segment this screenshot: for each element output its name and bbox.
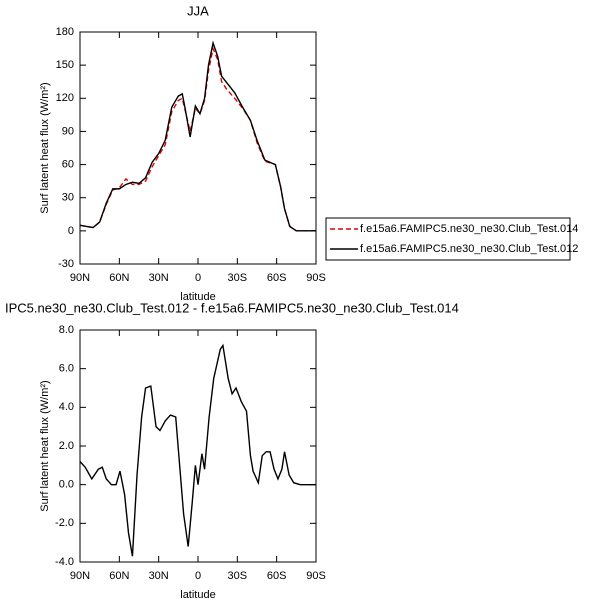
y-tick-label: -30 xyxy=(58,258,74,270)
y-tick-label: 8.0 xyxy=(59,324,74,336)
y-tick-label: -2.0 xyxy=(55,517,74,529)
plot-frame xyxy=(79,329,317,563)
y-tick-label: 60 xyxy=(62,158,74,170)
chart-title: IPC5.ne30_ne30.Club_Test.012 - f.e15a6.F… xyxy=(5,300,459,315)
x-tick-label: 60N xyxy=(109,272,129,284)
y-tick-label: 2.0 xyxy=(59,440,74,452)
y-tick-label: 0.0 xyxy=(59,479,74,491)
legend-label: f.e15a6.FAMIPC5.ne30_ne30.Club_Test.012 xyxy=(360,243,578,255)
x-tick-label: 90N xyxy=(70,272,90,284)
y-tick-label: 150 xyxy=(56,59,74,71)
series-line xyxy=(79,46,316,232)
legend-label: f.e15a6.FAMIPC5.ne30_ne30.Club_Test.014 xyxy=(360,223,578,235)
x-axis-label: latitude xyxy=(180,291,215,303)
y-axis-label: Surf latent heat flux (W/m²) xyxy=(39,82,51,213)
chart-title: JJA xyxy=(187,3,209,18)
y-tick-label: 30 xyxy=(62,192,74,204)
x-tick-label: 60S xyxy=(267,272,287,284)
y-tick-label: 0 xyxy=(68,225,74,237)
x-tick-label: 60S xyxy=(267,570,287,582)
x-tick-label: 0 xyxy=(195,272,201,284)
y-tick-label: 180 xyxy=(56,26,74,38)
x-tick-label: 30S xyxy=(228,570,248,582)
y-tick-label: 4.0 xyxy=(59,401,74,413)
plot-frame xyxy=(79,31,317,265)
x-tick-label: 90S xyxy=(306,570,326,582)
series-line xyxy=(79,40,316,232)
x-tick-label: 30N xyxy=(149,272,169,284)
x-axis-label: latitude xyxy=(180,589,215,601)
y-axis-label: Surf latent heat flux (W/m²) xyxy=(39,380,51,511)
y-tick-label: 120 xyxy=(56,92,74,104)
x-tick-label: 60N xyxy=(109,570,129,582)
x-tick-label: 90N xyxy=(70,570,90,582)
series-line xyxy=(79,343,316,557)
x-tick-label: 30N xyxy=(149,570,169,582)
x-tick-label: 90S xyxy=(306,272,326,284)
y-tick-label: 90 xyxy=(62,125,74,137)
x-tick-label: 0 xyxy=(195,570,201,582)
y-tick-label: -4.0 xyxy=(55,556,74,568)
x-tick-label: 30S xyxy=(228,272,248,284)
y-tick-label: 6.0 xyxy=(59,363,74,375)
legend-box xyxy=(325,217,571,261)
